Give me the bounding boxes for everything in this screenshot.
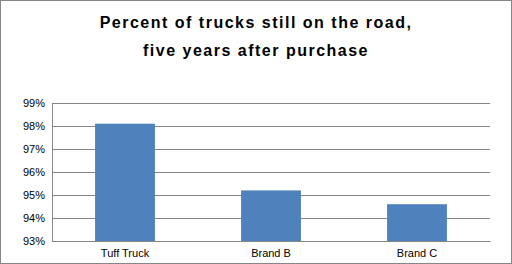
y-tick: 93% <box>23 235 52 247</box>
chart-border <box>1 1 512 264</box>
x-tick: Brand B <box>251 241 291 259</box>
y-tick-label: 97% <box>23 143 45 155</box>
y-axis: 93% 94% 95% 96% 97% 98% 99% <box>23 97 53 247</box>
grid-line <box>52 241 490 242</box>
x-tick-label: Brand C <box>397 247 437 259</box>
bar <box>241 190 301 241</box>
x-axis-line <box>53 241 491 242</box>
y-tick: 96% <box>23 166 52 178</box>
y-tick: 98% <box>23 120 52 132</box>
y-tick: 99% <box>23 97 52 109</box>
x-tick: Tuff Truck <box>101 241 150 259</box>
grid-line <box>52 103 490 104</box>
x-tick-label: Tuff Truck <box>101 247 150 259</box>
y-tick-label: 93% <box>23 235 45 247</box>
x-axis: Tuff Truck Brand B Brand C <box>53 241 491 259</box>
y-axis-line <box>52 104 53 242</box>
bars <box>95 124 447 241</box>
y-tick-label: 95% <box>23 189 45 201</box>
x-tick-label: Brand B <box>251 247 291 259</box>
y-tick-label: 98% <box>23 120 45 132</box>
chart: Percent of trucks still on the road, five… <box>0 0 512 264</box>
y-tick: 95% <box>23 189 52 201</box>
bar <box>387 204 447 241</box>
y-tick-label: 94% <box>23 212 45 224</box>
y-tick: 97% <box>23 143 52 155</box>
chart-title: Percent of trucks still on the road, <box>100 14 413 31</box>
x-tick: Brand C <box>397 241 437 259</box>
chart-title: five years after purchase <box>143 42 369 59</box>
y-tick: 94% <box>23 212 52 224</box>
y-tick-label: 96% <box>23 166 45 178</box>
y-tick-label: 99% <box>23 97 45 109</box>
bar <box>95 124 155 241</box>
grid <box>52 104 490 242</box>
